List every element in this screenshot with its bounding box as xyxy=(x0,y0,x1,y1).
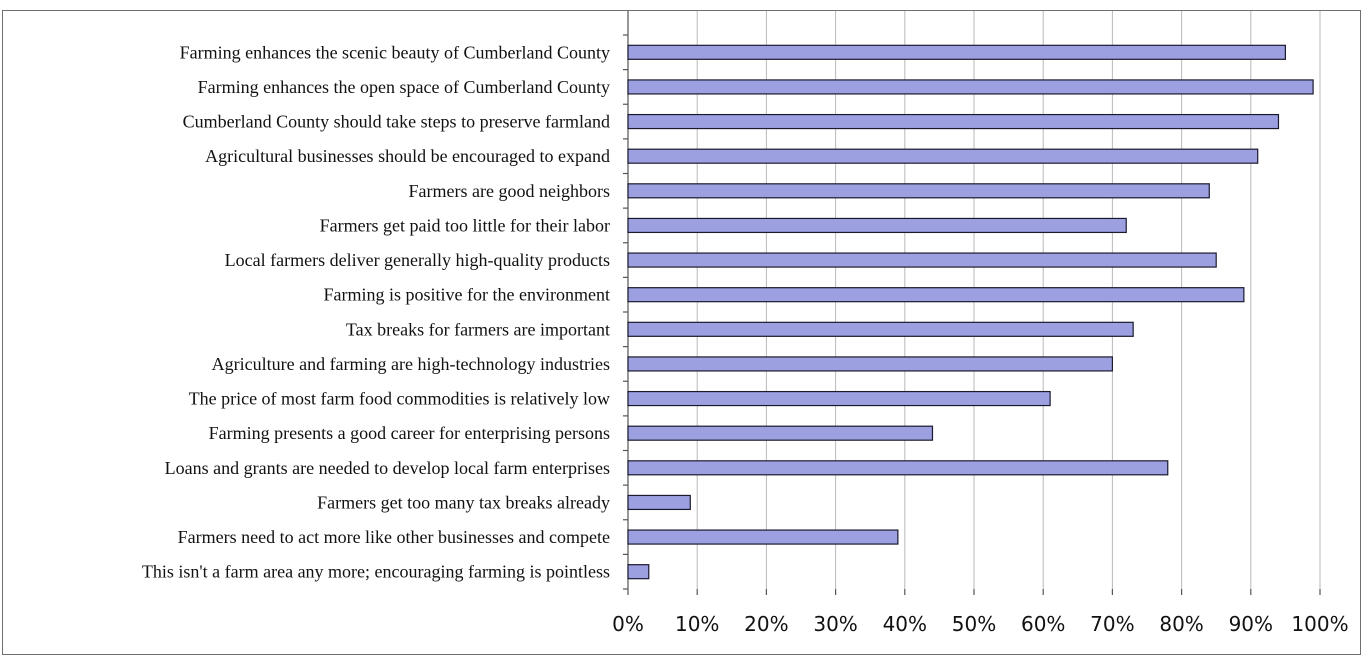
bar-14 xyxy=(627,494,691,511)
x-tick-label: 20% xyxy=(744,612,788,636)
bar-7 xyxy=(627,252,1217,268)
category-label: Farming is positive for the environment xyxy=(324,285,610,305)
grid-layer xyxy=(623,11,1321,595)
x-tick-label: 0% xyxy=(612,612,644,636)
category-label: Agriculture and farming are high-technol… xyxy=(212,354,610,374)
bar-4 xyxy=(627,148,1259,164)
bar-layer xyxy=(627,44,1314,580)
bar-15 xyxy=(627,529,899,545)
category-label: Farmers get too many tax breaks already xyxy=(317,492,610,512)
x-tick-label: 10% xyxy=(675,612,719,636)
bar-16 xyxy=(627,564,650,580)
category-label: Local farmers deliver generally high-qua… xyxy=(225,250,610,270)
bar-11 xyxy=(627,390,1051,407)
chart-frame: Farming enhances the scenic beauty of Cu… xyxy=(2,10,1361,655)
x-tick-label: 80% xyxy=(1159,612,1203,636)
bar-6 xyxy=(627,217,1127,234)
category-label: Farmers need to act more like other busi… xyxy=(178,527,610,547)
bar-3 xyxy=(627,113,1280,130)
category-label: Farmers get paid too little for their la… xyxy=(320,215,610,235)
x-tick-label: 30% xyxy=(813,612,857,636)
category-label-layer: Farming enhances the scenic beauty of Cu… xyxy=(142,42,610,581)
x-tick-label: 100% xyxy=(1291,612,1348,636)
bar-5 xyxy=(627,183,1210,199)
category-label: Tax breaks for farmers are important xyxy=(346,319,610,339)
category-label: Loans and grants are needed to develop l… xyxy=(165,458,610,478)
bar-8 xyxy=(627,287,1245,303)
category-label: Agricultural businesses should be encour… xyxy=(205,146,610,166)
category-label: Farming presents a good career for enter… xyxy=(209,423,610,443)
bar-chart: Farming enhances the scenic beauty of Cu… xyxy=(142,11,1349,636)
category-label: Farming enhances the open space of Cumbe… xyxy=(198,77,610,97)
x-tick-label: 50% xyxy=(952,612,996,636)
bar-13 xyxy=(627,460,1169,476)
bar-1 xyxy=(627,44,1287,60)
bar-2 xyxy=(627,79,1314,95)
x-tick-label: 40% xyxy=(883,612,927,636)
category-label: Farming enhances the scenic beauty of Cu… xyxy=(180,42,610,62)
category-label: This isn't a farm area any more; encoura… xyxy=(142,562,610,582)
x-tick-label: 60% xyxy=(1021,612,1065,636)
bar-12 xyxy=(627,425,934,441)
tick-label-layer: 0% 10% 20% 30% 40% 50% 60% 70% 80% 90% 100% xyxy=(612,612,1348,636)
x-tick-label: 90% xyxy=(1229,612,1273,636)
x-tick-label: 70% xyxy=(1090,612,1134,636)
bar-10 xyxy=(627,356,1113,372)
category-label: Farmers are good neighbors xyxy=(409,181,610,201)
category-label: The price of most farm food commodities … xyxy=(189,389,610,409)
bar-9 xyxy=(627,321,1134,337)
category-label: Cumberland County should take steps to p… xyxy=(183,112,610,132)
